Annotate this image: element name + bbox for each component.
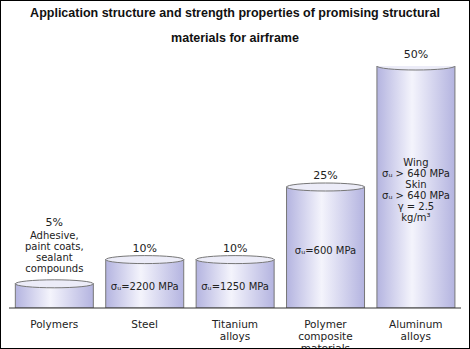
- svg-text:5%: 5%: [46, 216, 63, 229]
- html-text:Application structure and stre: Application structure and strength prope…: [30, 6, 440, 45]
- svg-text:25%: 25%: [313, 169, 337, 182]
- svg-text:Polymercompositematerials: Polymercompositematerials: [298, 318, 352, 348]
- svg-text:Aluminumalloys: Aluminumalloys: [389, 318, 442, 342]
- svg-text:σᵤ=2200 MPa: σᵤ=2200 MPa: [111, 281, 179, 292]
- svg-text:10%: 10%: [133, 242, 157, 255]
- svg-text:Adhesive,paint coats,sealantco: Adhesive,paint coats,sealantcompounds: [25, 230, 84, 274]
- svg-text:Steel: Steel: [131, 318, 158, 330]
- svg-text:10%: 10%: [223, 242, 247, 255]
- svg-text:Wingσᵤ > 640 MPaSkinσᵤ > 640 M: Wingσᵤ > 640 MPaSkinσᵤ > 640 MPaγ = 2.5k…: [382, 157, 450, 223]
- svg-text:Polymers: Polymers: [30, 318, 78, 330]
- svg-text:σᵤ=1250 MPa: σᵤ=1250 MPa: [201, 281, 269, 292]
- svg-text:Titaniumalloys: Titaniumalloys: [211, 318, 258, 342]
- svg-text:50%: 50%: [404, 48, 428, 61]
- svg-text:σᵤ=600 MPa: σᵤ=600 MPa: [295, 245, 356, 256]
